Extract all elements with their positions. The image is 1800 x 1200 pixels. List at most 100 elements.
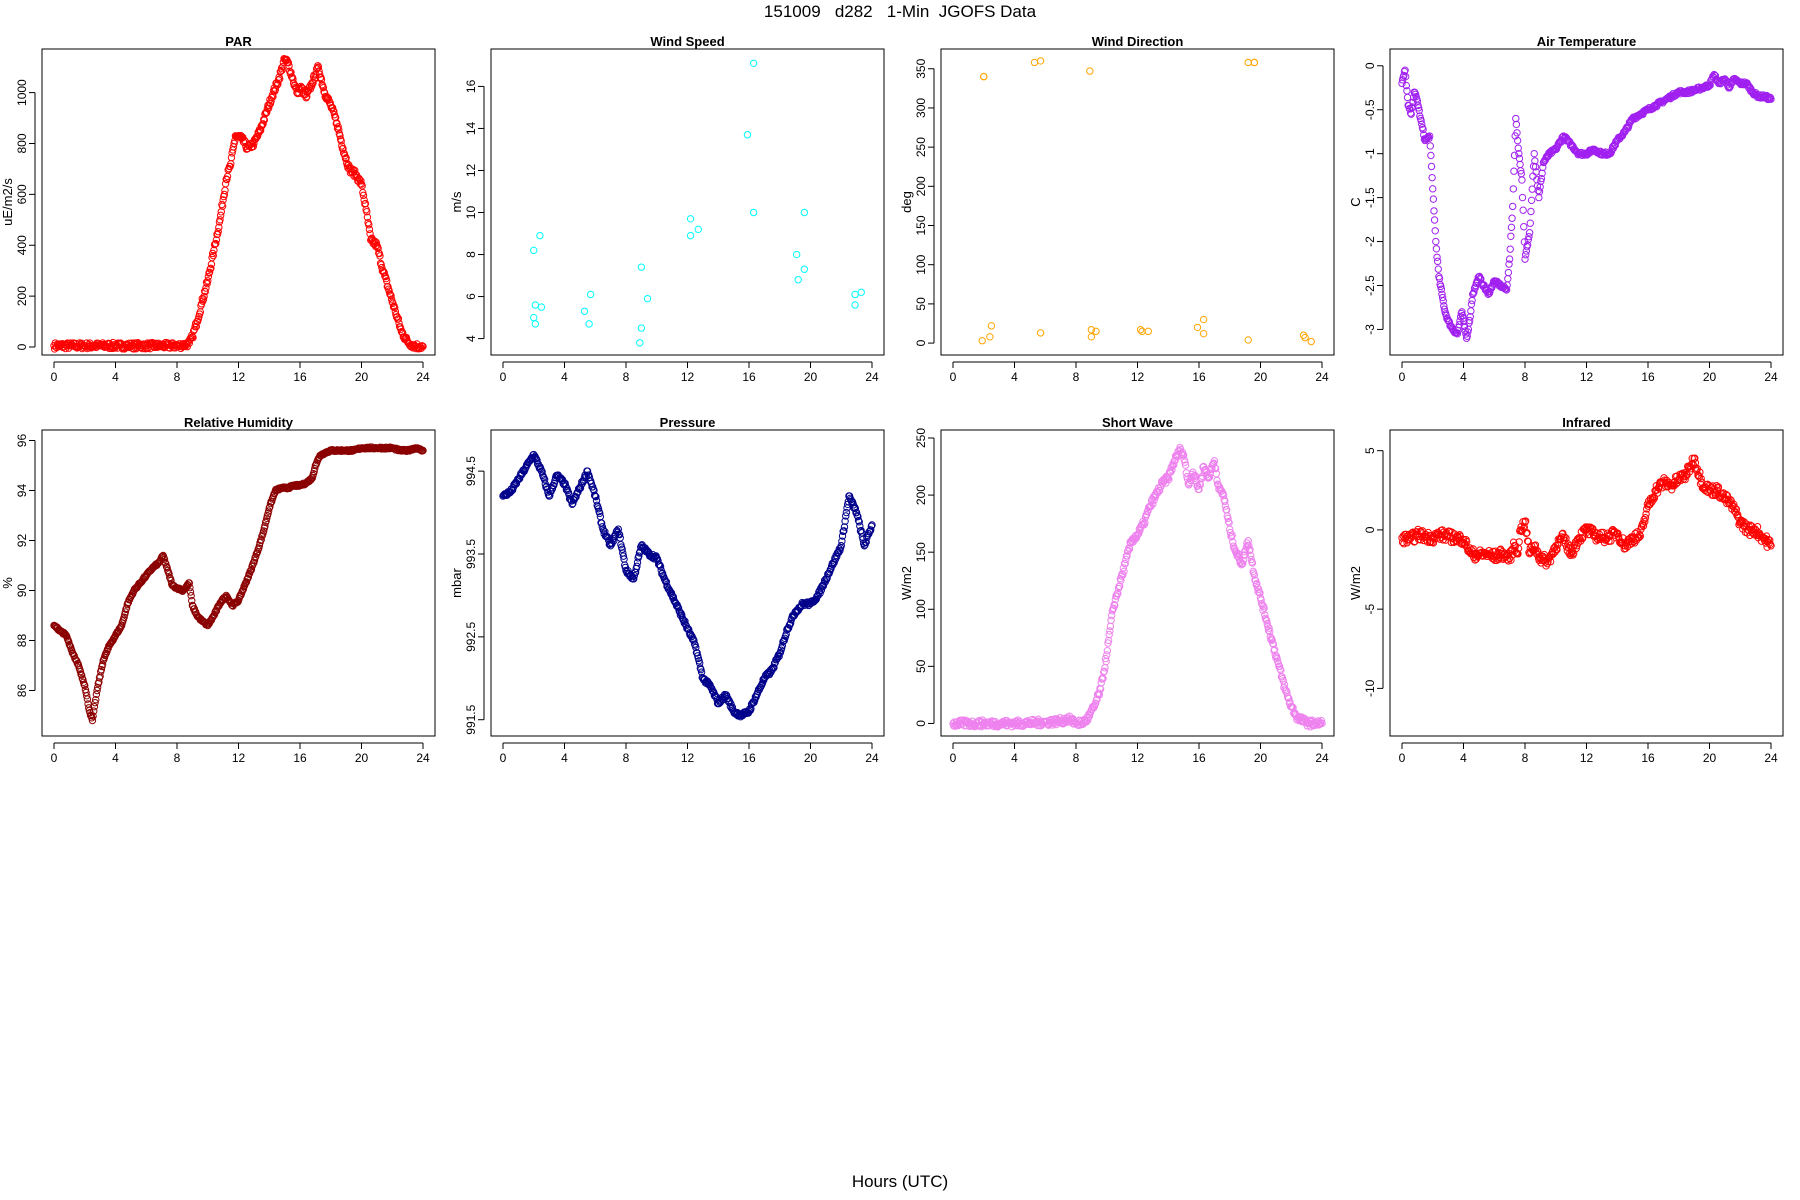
trace-point [1714,484,1722,492]
trace-point [1273,654,1281,663]
trace-point [391,303,399,312]
y-tick-label: 400 [15,235,29,255]
trace-point [208,253,216,262]
trace-point [1521,251,1530,259]
trace-point [1467,300,1476,308]
trace-point [1179,451,1187,459]
trace-point [303,92,311,101]
series-trace [50,54,427,353]
trace-point [851,504,860,513]
trace-point [1470,288,1478,296]
x-tick-label: 16 [293,370,307,384]
trace-point [1589,525,1597,533]
trace-point [1524,235,1532,244]
trace-point [246,567,254,575]
trace-point [854,512,862,521]
trace-point [186,583,194,592]
trace-point [1254,585,1263,593]
panel-title: Air Temperature [1537,34,1636,49]
x-tick-label: 8 [174,751,181,765]
trace-point [1418,120,1426,128]
trace-point [1119,564,1128,572]
trace-point [1257,596,1265,604]
trace-point [1516,160,1524,169]
trace-point [1122,555,1130,564]
data-point [1136,326,1145,334]
y-tick-label: 0 [15,343,29,350]
trace-point [1114,589,1122,598]
trace-point [1765,539,1773,547]
x-tick-label: 12 [1580,370,1594,384]
trace-point [1463,332,1471,340]
data-point [1087,326,1096,334]
trace-point [597,519,606,527]
trace-point [1168,466,1176,474]
x-tick-label: 20 [804,370,818,384]
series-points [1398,66,1775,342]
trace-point [1726,83,1734,91]
plot-frame [940,48,1335,356]
trace-point [1681,475,1689,484]
trace-point [1682,472,1690,481]
trace-point [1437,282,1445,291]
x-tick-label: 24 [1315,751,1329,765]
data-point [987,322,996,330]
trace-point [1525,232,1533,241]
trace-point [1120,559,1129,568]
data-point [694,225,702,234]
trace-point [121,608,130,616]
trace-point [365,225,374,234]
x-tick-label: 0 [500,751,507,765]
trace-point [823,574,831,582]
trace-point [1653,489,1662,497]
x-tick-label: 20 [1254,751,1268,765]
x-tick-label: 24 [865,751,879,765]
x-tick-label: 16 [1641,751,1655,765]
y-axis-label: C [1348,197,1363,206]
data-point [1307,337,1315,346]
trace-point [1208,464,1216,473]
trace-point [1245,541,1253,550]
trace-point [360,196,368,204]
trace-point [160,555,169,563]
trace-point [1466,313,1474,321]
panel-title: Wind Direction [1092,34,1184,49]
data-point [637,324,646,332]
trace-point [1416,112,1424,120]
trace-point [1523,529,1531,537]
trace-point [1437,285,1446,293]
trace-point [1119,571,1127,579]
y-tick-label: -5 [1363,603,1377,614]
trace-point [334,123,342,131]
x-tick-label: 20 [355,370,369,384]
data-point [851,290,859,299]
trace-point [214,227,222,236]
trace-point [1706,81,1714,89]
series-trace [1398,67,1775,340]
data-point [1199,329,1208,338]
series-trace [949,443,1326,731]
trace-point [76,667,85,676]
y-tick-label: 994.5 [464,456,478,486]
trace-point [1401,72,1410,81]
trace-point [287,73,296,81]
x-tick-label: 20 [804,751,818,765]
y-axis-label: W/m2 [1348,566,1363,600]
trace-point [1415,106,1423,115]
data-point [792,250,801,259]
y-tick-label: 0 [1363,62,1377,69]
trace-point [1510,167,1518,175]
trace-point [1256,589,1264,597]
y-tick-label: -2 [1363,236,1377,247]
data-point [636,339,644,347]
trace-point [1539,163,1547,172]
trace-point [583,467,591,475]
trace-point [1635,533,1643,542]
data-point [1199,315,1208,324]
data-point [1086,67,1094,75]
x-tick-label: 0 [51,751,58,765]
x-tick-label: 20 [355,751,369,765]
trace-point [77,671,86,679]
trace-point [386,291,395,299]
trace-point [359,191,368,200]
